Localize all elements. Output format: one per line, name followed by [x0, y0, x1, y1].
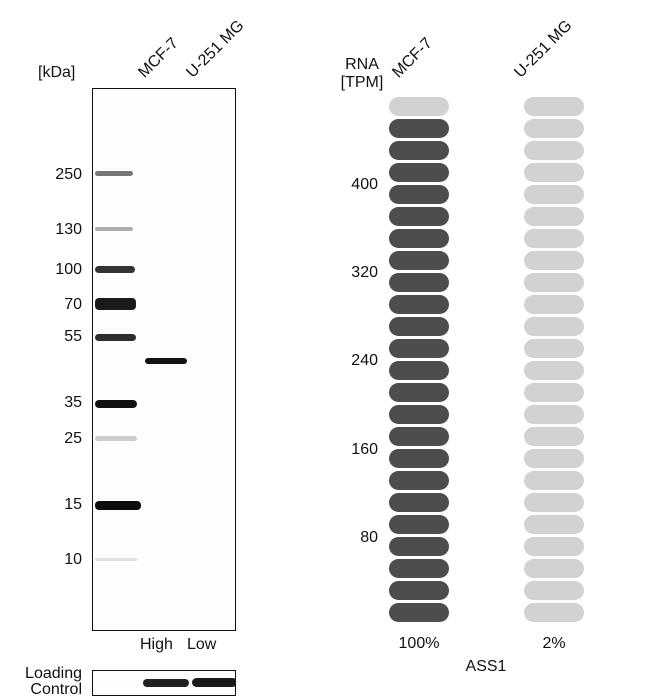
rna-tick-80: 80	[360, 529, 378, 546]
rna-pill	[524, 229, 584, 248]
loading-band-mcf7	[143, 679, 189, 687]
gene-name-label: ASS1	[465, 658, 507, 675]
lane-label-u251mg: U-251 MG	[183, 17, 248, 82]
rna-pill	[524, 383, 584, 402]
marker-label-15: 15	[64, 496, 82, 513]
rna-percent-u251mg: 2%	[542, 635, 566, 652]
rna-pill	[524, 185, 584, 204]
rna-tick-400: 400	[351, 176, 378, 193]
rna-pill	[389, 207, 449, 226]
rna-pill	[389, 361, 449, 380]
marker-label-130: 130	[55, 221, 82, 238]
rna-pill	[389, 185, 449, 204]
rna-pill	[389, 273, 449, 292]
western-blot-image	[92, 88, 236, 631]
rna-pill	[389, 97, 449, 116]
expression-label-high: High	[140, 636, 173, 653]
rna-pill	[524, 97, 584, 116]
marker-label-10: 10	[64, 551, 82, 568]
rna-pill	[524, 251, 584, 270]
marker-band-70	[95, 298, 136, 310]
rna-tick-160: 160	[351, 441, 378, 458]
marker-band-15	[95, 501, 141, 510]
rna-pill	[389, 427, 449, 446]
rna-pill	[524, 163, 584, 182]
rna-pill	[389, 559, 449, 578]
rna-pill	[524, 295, 584, 314]
marker-band-10	[95, 558, 137, 561]
marker-label-35: 35	[64, 394, 82, 411]
rna-pill	[524, 449, 584, 468]
marker-label-55: 55	[64, 328, 82, 345]
rna-pill	[524, 273, 584, 292]
marker-band-25	[95, 436, 137, 441]
rna-pill	[524, 339, 584, 358]
rna-axis-title: RNA [TPM]	[340, 56, 384, 92]
rna-pill	[524, 119, 584, 138]
rna-pill	[524, 207, 584, 226]
rna-tick-240: 240	[351, 352, 378, 369]
rna-pill	[524, 405, 584, 424]
rna-pill	[524, 317, 584, 336]
rna-pill	[389, 317, 449, 336]
rna-pill	[389, 405, 449, 424]
loading-control-label: Loading Control	[18, 666, 82, 698]
rna-pill	[524, 361, 584, 380]
mcf7-target-band	[145, 358, 187, 364]
marker-band-55	[95, 334, 136, 341]
rna-pill	[524, 581, 584, 600]
rna-pill	[524, 471, 584, 490]
marker-label-250: 250	[55, 166, 82, 183]
rna-pill	[524, 427, 584, 446]
rna-pill	[524, 493, 584, 512]
rna-title-line1: RNA	[345, 56, 379, 73]
rna-pill	[389, 449, 449, 468]
rna-pill	[389, 493, 449, 512]
rna-pill	[389, 295, 449, 314]
loading-control-blot	[92, 670, 236, 696]
loading-band-u251mg	[192, 678, 235, 687]
rna-pill	[524, 515, 584, 534]
rna-pill	[389, 141, 449, 160]
kda-unit-label: [kDa]	[38, 64, 76, 81]
rna-pill	[389, 581, 449, 600]
rna-pill	[524, 537, 584, 556]
rna-pill	[389, 163, 449, 182]
rna-pill	[389, 471, 449, 490]
rna-lane-label-mcf7: MCF-7	[389, 34, 436, 82]
rna-pill	[389, 603, 449, 622]
rna-pill	[389, 339, 449, 358]
rna-pill	[524, 141, 584, 160]
rna-title-line2: [TPM]	[340, 74, 384, 91]
expression-label-low: Low	[187, 636, 217, 653]
lane-label-mcf7: MCF-7	[135, 34, 182, 82]
rna-pill	[389, 229, 449, 248]
rna-lane-label-u251mg: U-251 MG	[511, 17, 576, 82]
rna-pill	[389, 537, 449, 556]
rna-percent-mcf7: 100%	[398, 635, 440, 652]
marker-band-100	[95, 266, 135, 273]
rna-pill	[389, 515, 449, 534]
rna-pill	[389, 251, 449, 270]
marker-band-35	[95, 400, 137, 408]
rna-tick-320: 320	[351, 264, 378, 281]
rna-pill	[524, 559, 584, 578]
loading-control-label-line2: Control	[30, 681, 82, 698]
marker-band-130	[95, 227, 133, 231]
marker-label-100: 100	[55, 261, 82, 278]
marker-label-70: 70	[64, 296, 82, 313]
marker-band-250	[95, 171, 133, 176]
loading-control-label-line1: Loading	[25, 665, 82, 682]
rna-pill	[524, 603, 584, 622]
marker-label-25: 25	[64, 430, 82, 447]
rna-pill	[389, 383, 449, 402]
rna-pill	[389, 119, 449, 138]
